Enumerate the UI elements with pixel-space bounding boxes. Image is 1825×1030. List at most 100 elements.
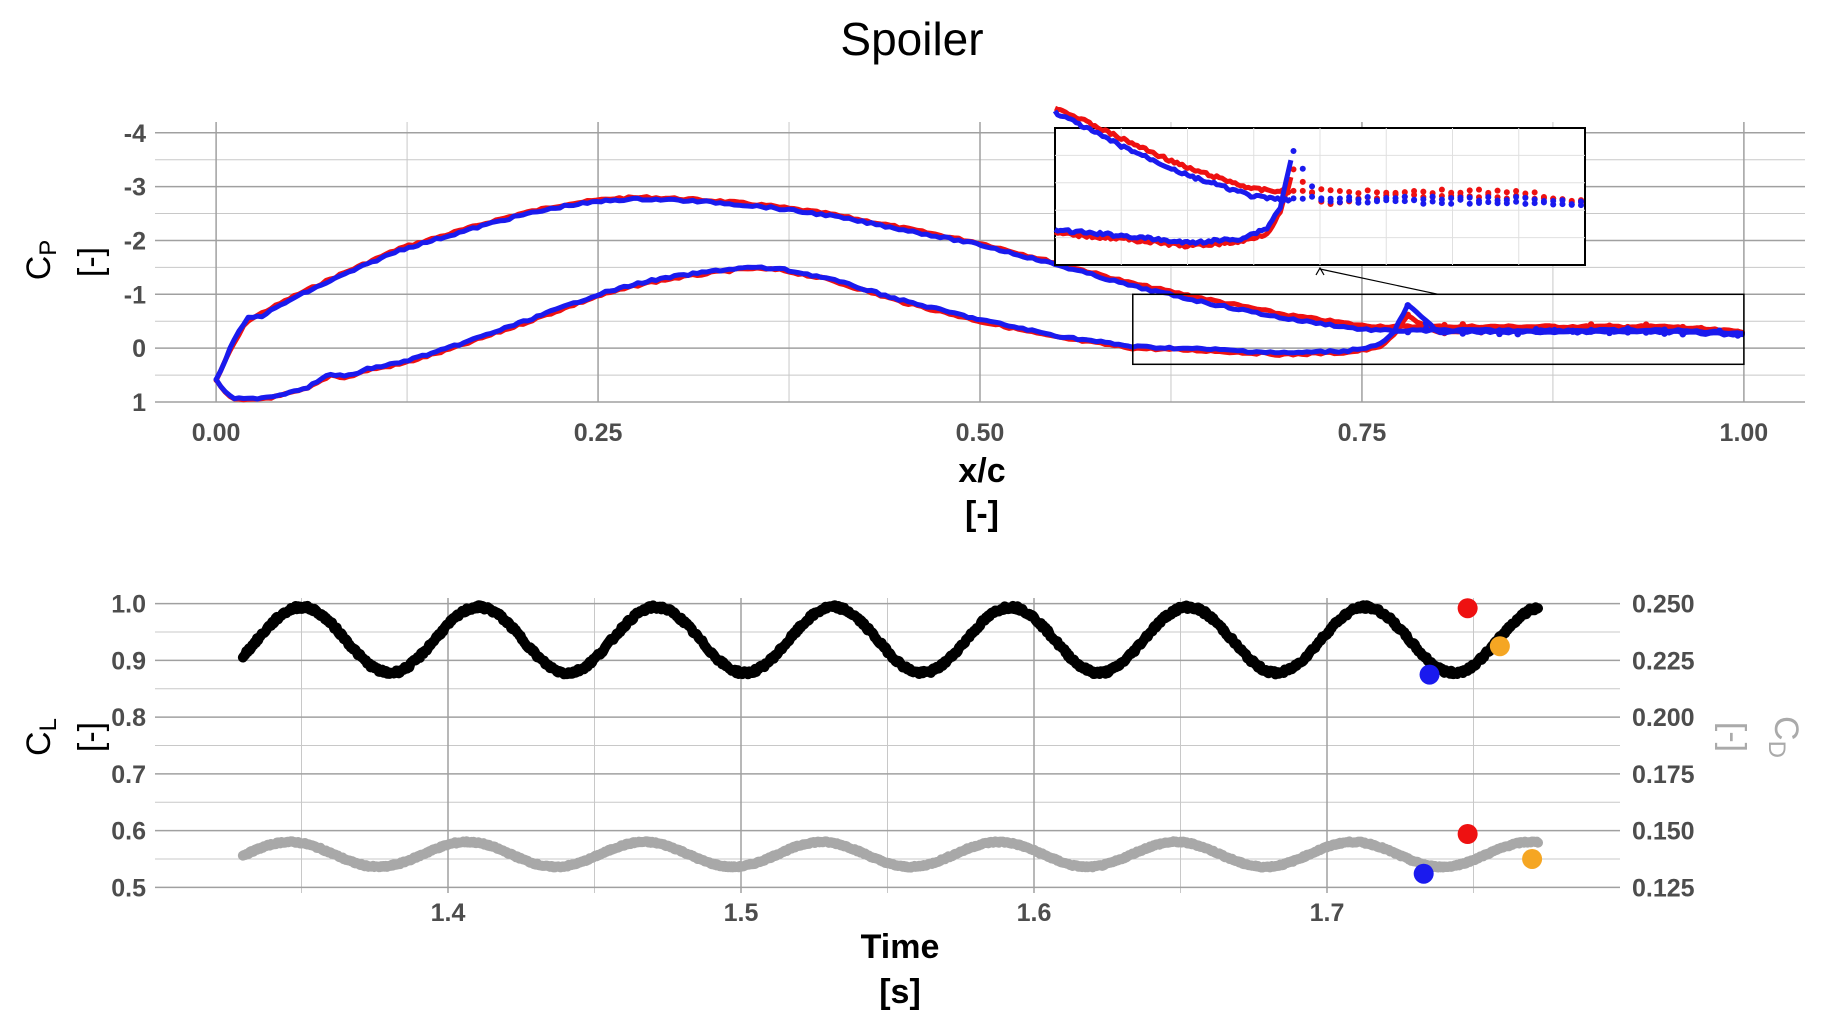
cp-inset-point-blue (1513, 198, 1520, 205)
cl-y-tick-label: 1.0 (111, 591, 146, 619)
cp-inset-point-blue (1559, 201, 1566, 208)
cp-inset-point-blue (1364, 199, 1371, 206)
cp-y-axis-label: CP (20, 240, 62, 281)
cp-inset-point-blue (1485, 199, 1492, 206)
cp-inset-point-blue (1420, 196, 1427, 203)
figure-title: Spoiler (840, 13, 983, 65)
cp-inset-point-blue (1429, 193, 1436, 200)
cp-point-blue (1716, 328, 1723, 336)
cp-point-blue (1514, 330, 1522, 338)
cp-point-blue (1642, 329, 1650, 336)
cl-series-line (237, 600, 1543, 680)
cp-inset-point-red (1327, 187, 1334, 194)
cp-point-blue (1404, 302, 1412, 309)
cp-inset-point-blue (1540, 199, 1547, 206)
cd-y2-label-main: C (1767, 716, 1805, 741)
cp-inset-point-blue (1373, 198, 1380, 205)
cp-inset (1052, 105, 1745, 366)
cp-inset-point-red (1503, 189, 1510, 196)
cl-marker-orange (1489, 636, 1510, 657)
cp-x-axis-label: x/c (958, 452, 1005, 490)
cp-inset-point-blue (1290, 147, 1297, 154)
cp-inset-point-blue (1466, 194, 1473, 201)
cp-point-blue (1422, 319, 1430, 327)
cp-inset-point-red (1355, 190, 1362, 197)
cp-inset-point-red (1411, 191, 1418, 198)
cp-series (213, 194, 1745, 403)
cp-inset-point-red (1299, 178, 1306, 185)
cd-marker-blue (1413, 863, 1434, 884)
time-x-tick-label: 1.5 (724, 899, 759, 927)
cp-point-red (1441, 321, 1448, 329)
cp-inset-point-blue (1299, 195, 1306, 202)
cp-inset-point-blue (1401, 193, 1408, 200)
cp-inset-point-red (1290, 187, 1297, 194)
cp-point-blue (1606, 329, 1613, 337)
cp-x-tick-label: 0.50 (956, 419, 1005, 447)
cp-x-tick-label: 0.25 (574, 419, 623, 447)
cp-inset-point-blue (1411, 196, 1418, 203)
cp-inset-point-blue (1420, 200, 1427, 207)
cl-marker-blue (1419, 664, 1440, 685)
cp-inset-point-red (1476, 186, 1482, 193)
cp-y-tick-label: -4 (124, 120, 146, 148)
cl-marker-red (1457, 598, 1478, 619)
cp-inset-point-blue (1309, 183, 1316, 190)
cp-y-tick-label: -3 (124, 174, 146, 202)
cp-point-blue (1587, 326, 1595, 334)
svg-text:CD: CD (1763, 716, 1805, 758)
cl-cd-gridlines (155, 598, 1620, 893)
time-x-tick-label: 1.4 (431, 899, 466, 927)
cd-marker-orange (1522, 848, 1543, 869)
cp-point-blue (1624, 329, 1632, 336)
cp-inset-point-blue (1466, 200, 1473, 207)
cp-inset-point-blue (1346, 197, 1353, 204)
cp-inset-point-red (1364, 187, 1371, 194)
cp-inset-point-blue (1364, 194, 1371, 201)
cl-y-tick-label: 0.5 (111, 874, 146, 902)
cp-inset-point-blue (1336, 199, 1343, 206)
cl-cd-markers (1413, 598, 1543, 884)
cp-y-label-main: C (20, 256, 58, 281)
cd-y2-tick-labels: 0.125 0.150 0.175 0.200 0.225 0.250 (1632, 591, 1695, 903)
cp-inset-point-blue (1383, 197, 1390, 204)
time-x-tick-label: 1.6 (1017, 899, 1052, 927)
cp-inset-point-red (1513, 187, 1520, 194)
svg-text:CL: CL (20, 718, 62, 756)
cp-inset-point-blue (1355, 199, 1362, 206)
cp-point-blue (1734, 332, 1742, 339)
cp-inset-point-blue (1457, 196, 1464, 203)
cp-inset-point-red (1466, 187, 1473, 194)
cp-inset-point-red (1299, 187, 1306, 194)
cp-inset-connector (1319, 268, 1439, 295)
cl-y-axis-unit: [-] (72, 722, 110, 752)
cd-y2-label-sub: D (1763, 741, 1790, 758)
cl-y-tick-label: 0.8 (111, 704, 146, 732)
cp-inset-point-red (1494, 187, 1501, 194)
cp-point-blue (1496, 330, 1503, 338)
cp-inset-point-blue (1568, 201, 1575, 208)
cd-series-line (237, 836, 1543, 873)
cp-inset-point-red (1401, 189, 1408, 196)
cp-y-axis-unit-group: [-] (72, 247, 110, 277)
time-x-tick-label: 1.7 (1310, 899, 1345, 927)
cp-point-blue (1551, 327, 1558, 334)
svg-text:CP: CP (20, 240, 62, 281)
cp-inset-point-red (1346, 188, 1353, 195)
cl-y-tick-label: 0.7 (111, 761, 146, 789)
cp-inset-series-blue-lower (1053, 159, 1294, 246)
time-x-axis-unit: [s] (879, 973, 921, 1011)
cp-x-tick-label: 1.00 (1720, 419, 1769, 447)
time-x-axis-label: Time (861, 928, 940, 966)
cp-inset-point-blue (1513, 194, 1520, 201)
cd-y2-tick-label: 0.150 (1632, 818, 1695, 846)
cp-inset-point-red (1438, 186, 1445, 193)
cp-inset-series-blue-upper (1052, 109, 1293, 204)
cp-panel: 0.00 0.25 0.50 0.75 1.00 -4-3-2-101 x/c [-] … (20, 105, 1805, 533)
cp-inset-series-red-upper (1053, 105, 1293, 196)
cp-inset-point-red (1531, 189, 1538, 196)
cp-inset-point-red (1318, 186, 1325, 193)
cl-y-axis-unit-group: [-] (72, 722, 110, 752)
cp-y-tick-label: -2 (124, 227, 146, 255)
cp-inset-point-blue (1309, 193, 1316, 200)
